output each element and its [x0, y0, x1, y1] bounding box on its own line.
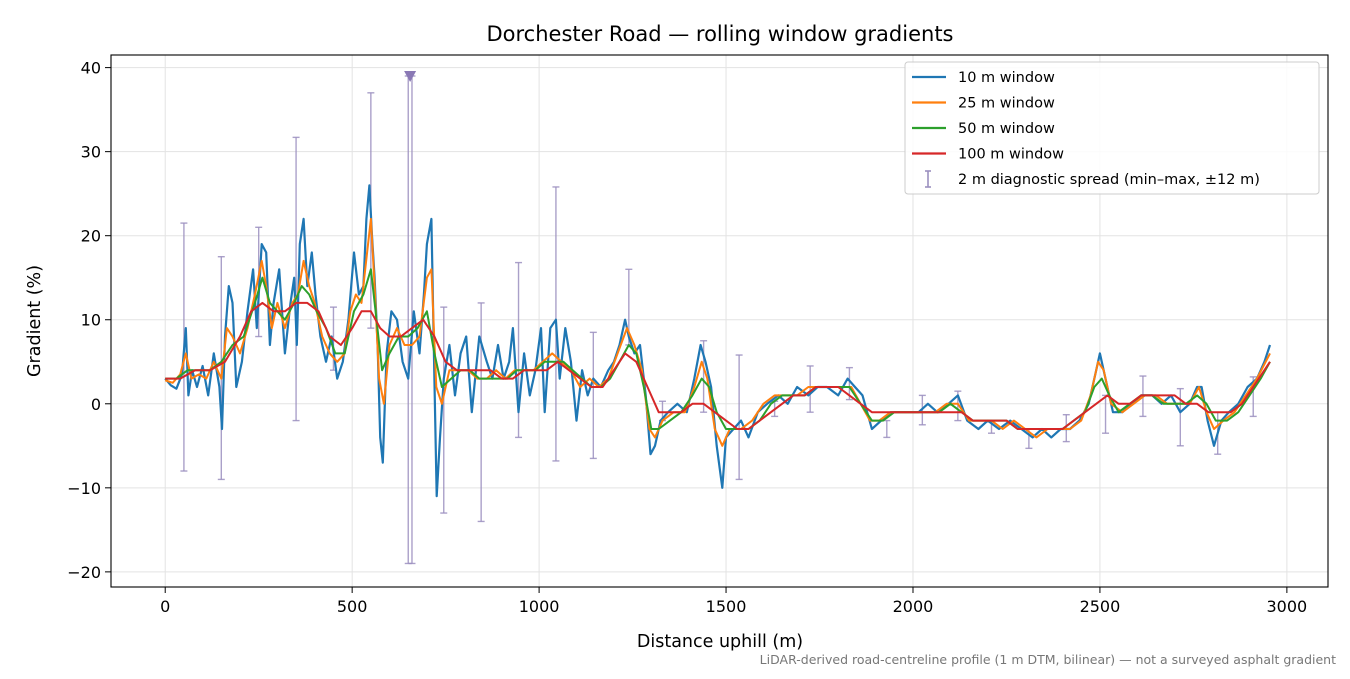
x-tick-label: 2000	[893, 597, 934, 616]
legend-label: 50 m window	[958, 121, 1055, 137]
chart-title: Dorchester Road — rolling window gradien…	[486, 22, 953, 46]
tick-layer: 0 500 1000 1500 2000 2500 3000 −20 −10 0 10 20 30 40	[67, 59, 1307, 616]
legend-label: 25 m window	[958, 96, 1055, 112]
y-tick-label: −10	[67, 479, 101, 498]
legend-items: 10 m window 25 m window 50 m window 100 m w…	[912, 70, 1260, 188]
plot-frame	[110, 54, 1329, 588]
marker-layer	[404, 71, 417, 83]
legend-label: 10 m window	[958, 70, 1055, 86]
y-tick-label: 10	[81, 311, 101, 330]
legend-label: 2 m diagnostic spread (min–max, ±12 m)	[958, 172, 1260, 188]
y-tick-label: 40	[81, 59, 101, 78]
y-tick-label: 20	[81, 227, 101, 246]
x-tick-label: 3000	[1267, 597, 1308, 616]
legend-label: 100 m window	[958, 147, 1064, 163]
footnote: LiDAR-derived road-centreline profile (1…	[759, 652, 1336, 667]
x-tick-label: 1500	[706, 597, 747, 616]
triangle-marker	[404, 71, 417, 83]
x-tick-label: 1000	[519, 597, 560, 616]
x-tick-label: 2500	[1080, 597, 1121, 616]
y-axis-label: Gradient (%)	[25, 265, 45, 377]
y-tick-label: −20	[67, 563, 101, 582]
x-tick-label: 0	[160, 597, 170, 616]
y-tick-label: 0	[91, 395, 101, 414]
x-axis-label: Distance uphill (m)	[637, 632, 803, 652]
y-tick-label: 30	[81, 143, 101, 162]
series-line	[165, 301, 1271, 430]
legend: 10 m window 25 m window 50 m window 100 m w…	[904, 61, 1320, 195]
series-line	[164, 184, 1272, 498]
x-tick-label: 500	[337, 597, 368, 616]
series-layer	[164, 184, 1272, 498]
legend-box	[904, 61, 1320, 195]
